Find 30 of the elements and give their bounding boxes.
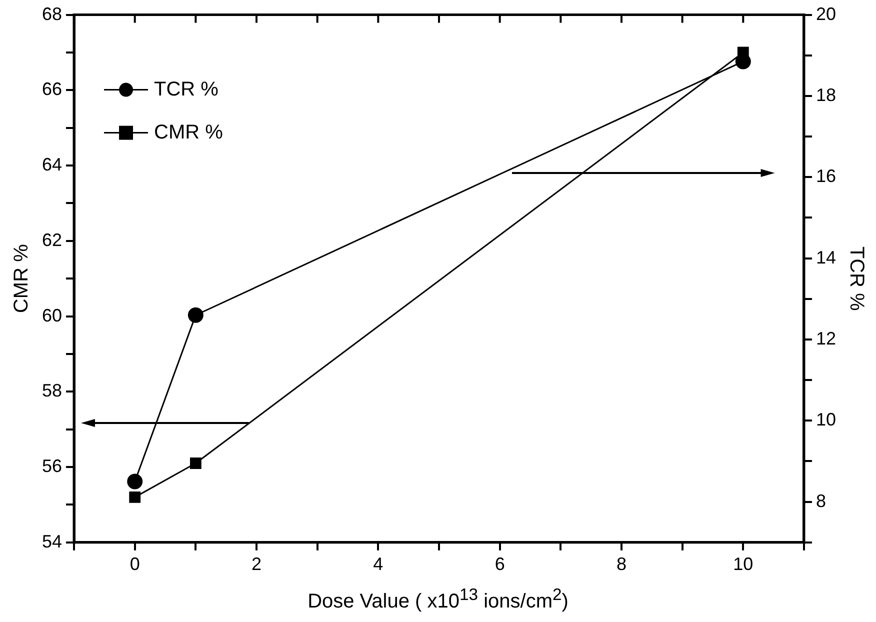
y2-tick-label: 16 bbox=[816, 166, 836, 186]
x-tick-label: 8 bbox=[616, 554, 626, 574]
x-tick-label: 2 bbox=[252, 554, 262, 574]
point bbox=[127, 474, 143, 490]
x-axis-title: Dose Value ( x10$^{13}$ ions/cm$^{2}$) bbox=[306, 585, 570, 614]
legend-label: TCR % bbox=[154, 78, 219, 100]
y-tick-label: 62 bbox=[42, 230, 62, 250]
y2-axis-title: TCR % bbox=[845, 246, 868, 312]
point bbox=[188, 307, 204, 323]
x-tick-label: 4 bbox=[373, 554, 384, 574]
point bbox=[190, 458, 202, 469]
x-tick-label: 6 bbox=[494, 554, 505, 574]
legend-label: CMR % bbox=[154, 121, 224, 144]
y-tick-label: 56 bbox=[42, 456, 62, 476]
y2-tick-label: 10 bbox=[816, 410, 836, 430]
x-tick-label: 10 bbox=[733, 554, 754, 574]
y2-tick-label: 12 bbox=[816, 328, 836, 348]
y2-tick-label: 20 bbox=[816, 4, 836, 24]
y-tick-label: 64 bbox=[42, 154, 62, 175]
y2-tick-label: 14 bbox=[816, 247, 836, 268]
y-axis-title: CMR % bbox=[10, 244, 33, 314]
y2-tick-label: 8 bbox=[816, 490, 826, 511]
y2-tick-label: 18 bbox=[816, 84, 836, 105]
point bbox=[129, 491, 141, 503]
x-tick-label: 0 bbox=[130, 554, 140, 574]
y-tick-label: 54 bbox=[42, 531, 62, 552]
y-tick-label: 66 bbox=[42, 79, 62, 100]
y-tick-label: 60 bbox=[42, 305, 62, 326]
y-tick-label: 68 bbox=[42, 4, 62, 24]
y-tick-label: 58 bbox=[42, 380, 62, 401]
